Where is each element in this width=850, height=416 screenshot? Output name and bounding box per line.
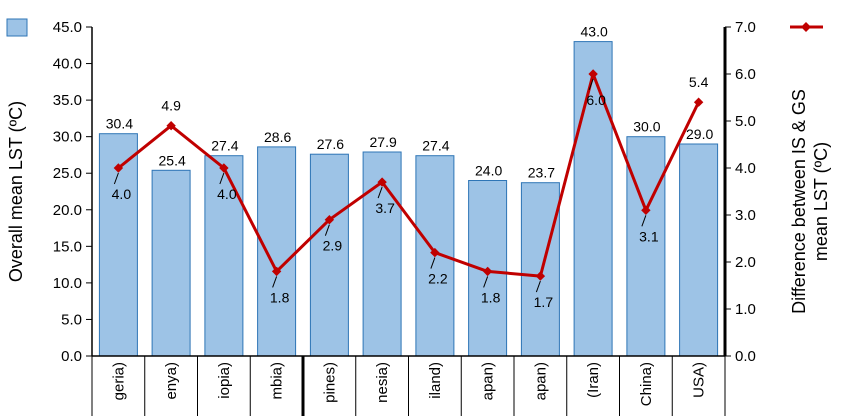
bar-value-label: 29.0 xyxy=(686,126,713,142)
bar xyxy=(257,146,297,357)
labels-group: geria) enya) iopia) mbia) pines) nesia) iland)… xyxy=(6,24,831,407)
bar-value-label: 43.0 xyxy=(581,24,608,40)
y-tick-label: 30.0 xyxy=(53,129,82,146)
bar-value-label: 27.4 xyxy=(422,138,449,154)
legend-line-marker xyxy=(801,22,811,32)
y-tick-label: 35.0 xyxy=(53,92,82,109)
y-tick-label: 10.0 xyxy=(53,275,82,292)
line-value-label: 1.8 xyxy=(481,289,501,305)
line-point xyxy=(219,163,229,173)
axes-group: 0.0 5.0 10.0 15.0 20.0 25.0 30.0 35.0 40.0 45.0 0.… xyxy=(53,19,756,416)
category-label: USA) xyxy=(691,362,708,398)
y2-axis-title-line1: Difference between IS & GS xyxy=(789,89,809,314)
category-label: apan) xyxy=(532,362,549,400)
category-label: nesia) xyxy=(374,362,391,403)
bar-value-label: 30.0 xyxy=(633,119,660,135)
line-value-label: 2.9 xyxy=(323,238,343,254)
bar-value-label: 28.6 xyxy=(264,129,291,145)
bar-value-label: 27.9 xyxy=(370,134,397,150)
category-label: iopia) xyxy=(216,362,233,399)
bars-group xyxy=(98,41,719,357)
line-value-label: 3.7 xyxy=(375,200,395,216)
y2-tick-label: 4.0 xyxy=(735,160,756,177)
category-label: China) xyxy=(638,362,655,406)
line-point xyxy=(166,120,176,131)
bar-value-label: 27.6 xyxy=(317,136,344,152)
bar-value-label: 24.0 xyxy=(475,163,502,179)
line-label-leader xyxy=(377,186,383,199)
y2-tick-label: 2.0 xyxy=(735,254,756,271)
line-value-label: 4.0 xyxy=(112,186,132,202)
category-label: geria) xyxy=(110,362,127,400)
line-value-label: 3.1 xyxy=(639,228,659,244)
y-axis-title: Overall mean LST (ºC) xyxy=(6,101,26,282)
line-value-label: 4.0 xyxy=(217,186,237,202)
line-label-leader xyxy=(113,172,119,185)
line-label-leader xyxy=(483,276,489,288)
line-point xyxy=(535,271,546,281)
category-label: apan) xyxy=(480,362,497,400)
line-label-leader xyxy=(324,224,330,236)
line-series xyxy=(117,72,700,278)
line-value-label: 6.0 xyxy=(586,92,606,108)
line-label-leader xyxy=(272,276,278,288)
bar-value-label: 25.4 xyxy=(159,152,186,168)
line-point xyxy=(482,266,493,277)
bar xyxy=(573,41,613,357)
line-value-label: 1.8 xyxy=(270,289,290,305)
line-value-label: 5.4 xyxy=(689,74,709,90)
line-label-leader xyxy=(641,215,647,227)
y-tick-label: 0.0 xyxy=(61,348,82,365)
y2-tick-label: 5.0 xyxy=(735,113,756,130)
line-label-leader xyxy=(535,280,541,293)
bar xyxy=(309,153,349,357)
line-value-label: 4.9 xyxy=(161,98,181,114)
line-point xyxy=(693,97,704,107)
y2-tick-label: 6.0 xyxy=(735,66,756,83)
line-point xyxy=(377,177,387,187)
bar-value-label: 30.4 xyxy=(106,116,133,132)
y-tick-label: 15.0 xyxy=(53,238,82,255)
category-label: pines) xyxy=(321,362,338,403)
bar xyxy=(204,155,244,357)
y2-tick-label: 3.0 xyxy=(735,207,756,224)
line-value-label: 1.7 xyxy=(534,294,554,310)
y-tick-label: 45.0 xyxy=(53,19,82,36)
y-tick-label: 20.0 xyxy=(53,202,82,219)
y-tick-label: 5.0 xyxy=(61,311,82,328)
line-point xyxy=(588,69,598,79)
legend-bar-swatch xyxy=(6,18,28,37)
category-label: enya) xyxy=(163,362,180,400)
y2-axis-title-line2: mean LST (ºC) xyxy=(811,142,831,261)
line-label-leader xyxy=(219,172,225,185)
y-tick-label: 40.0 xyxy=(53,56,82,73)
bar-value-label: 27.4 xyxy=(211,138,238,154)
bar xyxy=(520,182,560,357)
line-point xyxy=(324,214,335,225)
category-label: mbia) xyxy=(269,362,286,400)
line-value-label: 2.2 xyxy=(428,271,448,287)
line-point xyxy=(641,205,651,216)
bar xyxy=(679,143,719,357)
category-label: iland) xyxy=(427,362,444,399)
bar xyxy=(151,169,191,357)
y-tick-label: 25.0 xyxy=(53,165,82,182)
bar-value-label: 23.7 xyxy=(528,165,555,181)
legend-group xyxy=(6,18,823,37)
y2-tick-label: 1.0 xyxy=(735,301,756,318)
bar xyxy=(626,136,666,357)
line-label-leader xyxy=(588,78,594,91)
line-point xyxy=(113,163,124,173)
y2-tick-label: 7.0 xyxy=(735,19,756,36)
line-group xyxy=(113,69,704,281)
y2-tick-label: 0.0 xyxy=(735,348,756,365)
category-label: (Iran) xyxy=(585,362,602,398)
line-label-leader xyxy=(430,257,436,269)
line-point xyxy=(430,247,440,258)
line-point xyxy=(271,266,282,277)
